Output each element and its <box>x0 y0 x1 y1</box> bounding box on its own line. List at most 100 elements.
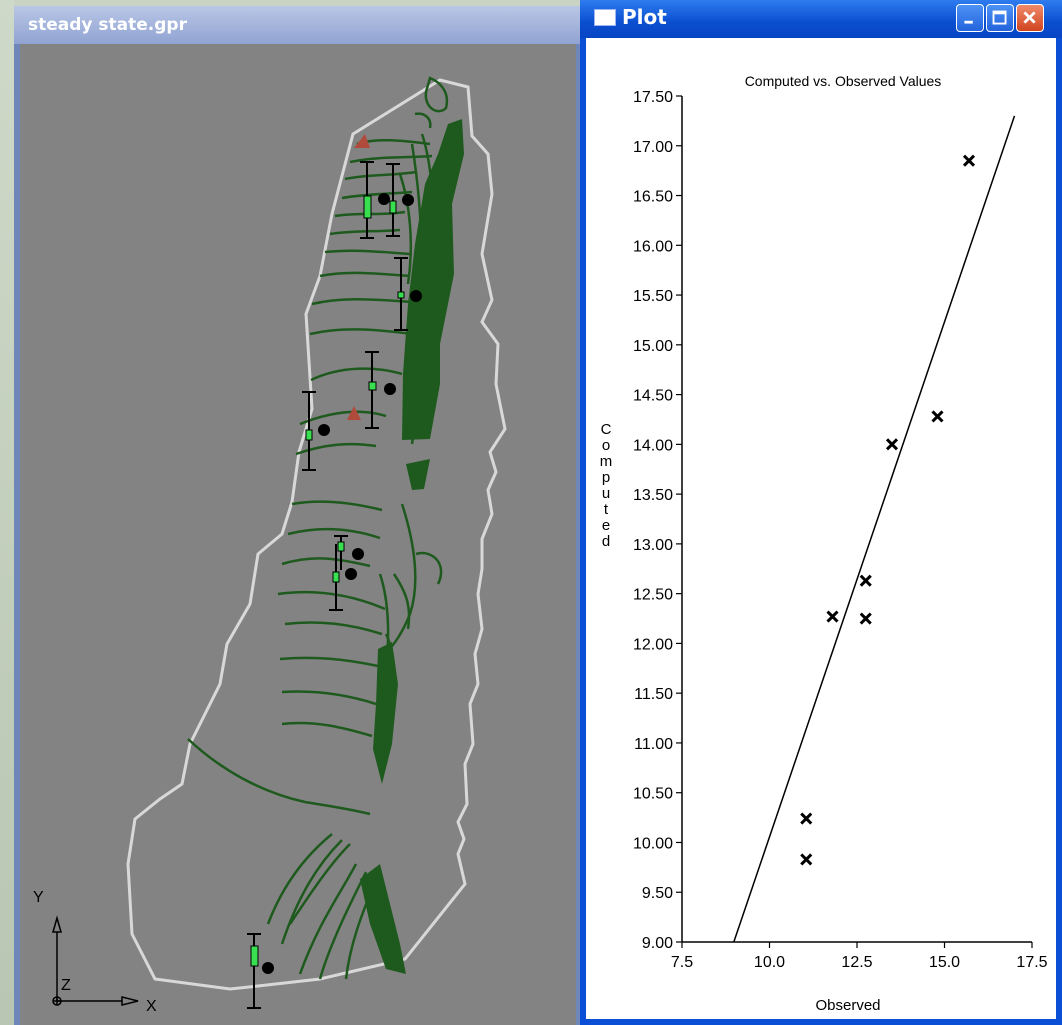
y-tick-labels: 9.00 9.50 10.00 10.50 11.00 11.50 12.00 12.50 13… <box>633 89 673 952</box>
x-marker <box>931 410 944 423</box>
y-tick-label: 10.50 <box>633 786 673 803</box>
head-contours <box>187 76 449 980</box>
data-point <box>931 410 944 423</box>
data-point <box>800 812 813 825</box>
data-point <box>800 853 813 866</box>
calibration-target <box>302 391 316 471</box>
y-tick-label: 13.50 <box>633 487 673 504</box>
y-tick-label: 14.00 <box>633 437 673 454</box>
observed-head-dot <box>352 548 364 560</box>
calibration-target <box>329 544 343 611</box>
y-axis-label: Y <box>33 889 44 906</box>
observed-head-dot <box>384 383 396 395</box>
y-tick-label: 11.50 <box>634 686 673 703</box>
y-axis-title-letter: m <box>600 453 613 470</box>
close-button[interactable] <box>1016 4 1044 32</box>
desktop-background <box>0 0 14 1025</box>
x-marker <box>826 610 839 623</box>
model-window[interactable]: steady state.gpr <box>14 6 580 1025</box>
model-map[interactable]: Y Z X <box>20 44 576 1025</box>
z-axis-label: Z <box>61 977 71 994</box>
y-tick-label: 17.50 <box>633 89 673 106</box>
x-tick-label: 17.5 <box>1016 954 1047 971</box>
y-tick-label: 10.00 <box>633 835 673 852</box>
observed-head-dot <box>402 194 414 206</box>
observed-head-dot <box>345 568 357 580</box>
y-tick-label: 16.50 <box>633 189 673 206</box>
y-axis-title-letter: p <box>602 469 610 486</box>
y-tick-label: 9.50 <box>642 885 673 902</box>
minimize-icon <box>964 20 973 24</box>
data-point <box>826 610 839 623</box>
y-axis-title-letter: d <box>602 533 610 550</box>
axis-triad <box>52 915 139 1006</box>
observed-head-dot <box>262 962 274 974</box>
y-tick-label: 9.00 <box>642 935 673 952</box>
y-tick-label: 13.00 <box>633 537 673 554</box>
y-tick-label: 12.00 <box>633 636 673 653</box>
maximize-icon <box>992 10 1007 25</box>
calibration-target <box>386 163 400 237</box>
x-marker <box>885 438 899 451</box>
x-marker <box>800 812 813 825</box>
calibration-target <box>247 933 261 1009</box>
close-icon <box>1023 11 1036 24</box>
x-marker <box>962 154 976 167</box>
observed-head-dot <box>318 424 330 436</box>
chart-axes <box>676 95 1033 948</box>
fit-line <box>733 115 1016 943</box>
data-point <box>962 154 976 167</box>
data-points <box>800 154 976 866</box>
x-marker <box>859 612 872 625</box>
observed-head-dot <box>378 193 390 205</box>
x-marker <box>800 853 813 866</box>
fit-line-segment <box>733 115 1016 943</box>
y-tick-label: 12.50 <box>633 587 673 604</box>
well-markers <box>347 134 370 420</box>
calibration-target <box>360 161 374 239</box>
y-tick-label: 15.00 <box>633 338 673 355</box>
y-axis-title-letter: e <box>602 517 610 534</box>
plot-window-titlebar[interactable]: Plot <box>580 0 1062 38</box>
plot-window[interactable]: Plot Computed vs. Observed Values Observ… <box>580 0 1062 1025</box>
x-axis-label: X <box>146 998 157 1015</box>
pumping-well-icon <box>347 406 361 420</box>
x-tick-label: 10.0 <box>754 954 785 971</box>
x-tick-labels: 7.5 10.0 12.5 15.0 17.5 <box>671 954 1048 971</box>
y-tick-label: 17.00 <box>633 139 673 156</box>
x-tick-label: 15.0 <box>929 954 960 971</box>
y-axis-title-letter: C <box>601 421 612 438</box>
data-point <box>859 612 872 625</box>
chart-title: Computed vs. Observed Values <box>745 73 942 89</box>
maximize-button[interactable] <box>986 4 1014 32</box>
data-point <box>859 574 872 587</box>
window-app-icon <box>594 9 616 26</box>
y-tick-label: 11.00 <box>634 736 673 753</box>
y-axis-title-letter: t <box>604 501 609 518</box>
x-tick-label: 7.5 <box>671 954 693 971</box>
x-tick-label: 12.5 <box>841 954 872 971</box>
calibration-target <box>334 535 348 570</box>
calibration-targets <box>247 161 422 1009</box>
data-point <box>885 438 899 451</box>
plot-window-title: Plot <box>622 5 667 29</box>
y-tick-label: 16.00 <box>633 238 673 255</box>
model-window-title: steady state.gpr <box>28 15 187 35</box>
model-window-titlebar[interactable]: steady state.gpr <box>14 6 580 44</box>
minimize-button[interactable] <box>956 4 984 32</box>
scatter-chart: Computed vs. Observed Values Observed Co… <box>600 73 1048 1014</box>
calibration-target <box>394 257 408 331</box>
calibration-target <box>365 351 379 429</box>
y-axis-title: Computed <box>600 421 613 550</box>
y-tick-label: 14.50 <box>633 388 673 405</box>
observed-head-dot <box>410 290 422 302</box>
x-marker <box>859 574 872 587</box>
y-axis-title-letter: u <box>602 485 610 502</box>
model-map-canvas[interactable]: Y Z X <box>20 44 576 1025</box>
pumping-well-icon <box>354 134 370 148</box>
x-axis-title: Observed <box>815 997 880 1014</box>
y-axis-title-letter: o <box>602 437 610 454</box>
model-boundary <box>126 78 507 991</box>
y-tick-label: 15.50 <box>633 288 673 305</box>
